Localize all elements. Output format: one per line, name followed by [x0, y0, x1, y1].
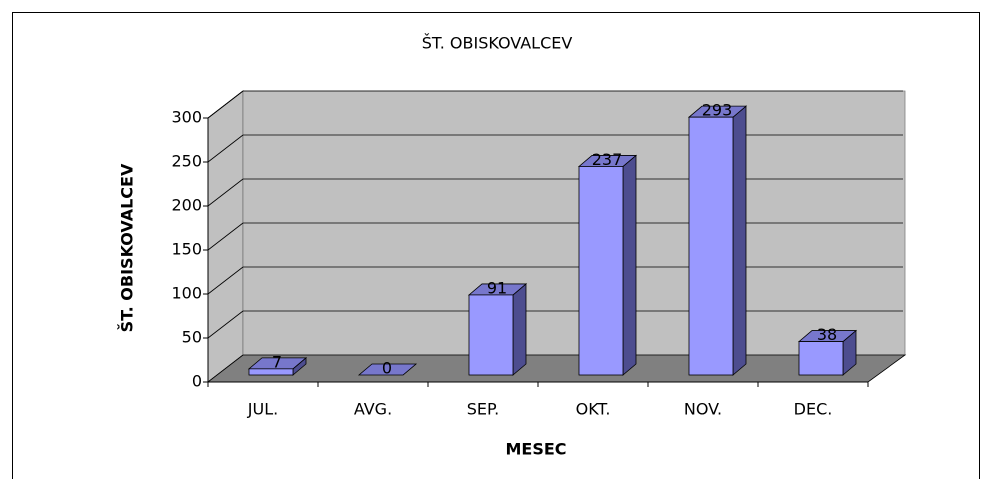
grid-line: [207, 222, 244, 251]
x-tick-label: SEP.: [467, 400, 500, 419]
x-tick-label: OKT.: [576, 400, 611, 419]
grid-line: [207, 266, 244, 295]
y-tick-label: 100: [171, 284, 202, 303]
chart-border: [12, 12, 980, 479]
bar: [468, 294, 514, 376]
y-axis-label: ŠT. OBISKOVALCEV: [118, 163, 137, 332]
grid: [207, 90, 903, 339]
grid-line: [207, 134, 244, 163]
bar-side: [622, 154, 637, 376]
data-label: 0: [382, 359, 392, 378]
y-tick-label: 50: [182, 328, 202, 347]
data-label: 7: [272, 352, 282, 371]
x-tick-label: NOV.: [684, 400, 722, 419]
y-tick-label: 200: [171, 196, 202, 215]
bar-side: [732, 105, 747, 376]
x-axis-label: MESEC: [505, 440, 566, 459]
y-tick-label: 150: [171, 240, 202, 259]
bar: [578, 166, 624, 376]
y-tick-label: 0: [192, 372, 202, 391]
grid-line: [207, 178, 244, 207]
bar-top: [357, 363, 418, 376]
y-tick-label: 300: [171, 108, 202, 127]
bar-side: [512, 283, 527, 376]
x-tick-label: DEC.: [794, 400, 833, 419]
bars: [247, 105, 858, 376]
chart-title: ŠT. OBISKOVALCEV: [422, 34, 573, 53]
data-label: 237: [592, 150, 623, 169]
data-label: 293: [702, 101, 733, 120]
y-tick-label: 250: [171, 152, 202, 171]
bar: [248, 368, 294, 376]
data-label: 38: [817, 325, 837, 344]
bar: [688, 116, 734, 376]
grid-line: [207, 90, 244, 119]
x-tick-label: JUL.: [247, 400, 278, 419]
data-label: 91: [487, 278, 507, 297]
x-tick-label: AVG.: [354, 400, 392, 419]
grid-line: [207, 310, 244, 339]
bar: [798, 341, 844, 376]
